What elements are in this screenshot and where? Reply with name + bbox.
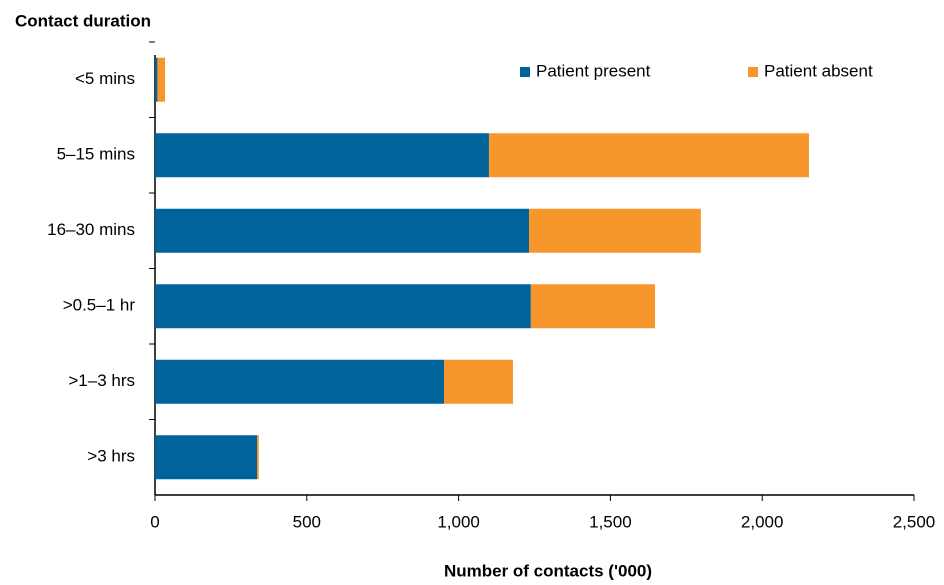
- y-tick-label: >0.5–1 hr: [63, 296, 136, 315]
- y-tick-label: >3 hrs: [87, 447, 135, 466]
- y-axis-title: Contact duration: [15, 11, 151, 30]
- bar-segment: [488, 133, 809, 178]
- legend-label: Patient absent: [764, 61, 873, 80]
- bar-segment: [155, 284, 531, 329]
- bar-segment: [155, 133, 489, 178]
- bar-segment: [530, 284, 656, 329]
- x-tick-label: 0: [150, 512, 159, 531]
- x-tick-label: 1,500: [589, 512, 632, 531]
- bar-segment: [155, 359, 445, 404]
- x-tick-label: 1,000: [437, 512, 480, 531]
- y-tick-label: 5–15 mins: [57, 145, 135, 164]
- x-axis-title: Number of contacts ('000): [444, 561, 652, 580]
- bar-segment: [155, 57, 158, 102]
- y-tick-label: 16–30 mins: [47, 220, 135, 239]
- y-tick-label: <5 mins: [75, 69, 135, 88]
- x-tick-label: 2,500: [893, 512, 936, 531]
- x-tick-label: 500: [293, 512, 321, 531]
- bar-segment: [155, 208, 530, 253]
- x-tick-label: 2,000: [741, 512, 784, 531]
- bar-segment: [444, 359, 513, 404]
- bar-segment: [529, 208, 701, 253]
- bar-segment: [257, 435, 259, 480]
- legend-label: Patient present: [536, 61, 651, 80]
- bar-segment: [157, 57, 166, 102]
- legend-swatch: [520, 67, 530, 77]
- y-tick-label: >1–3 hrs: [68, 371, 135, 390]
- legend-swatch: [748, 67, 758, 77]
- bar-segment: [155, 435, 258, 480]
